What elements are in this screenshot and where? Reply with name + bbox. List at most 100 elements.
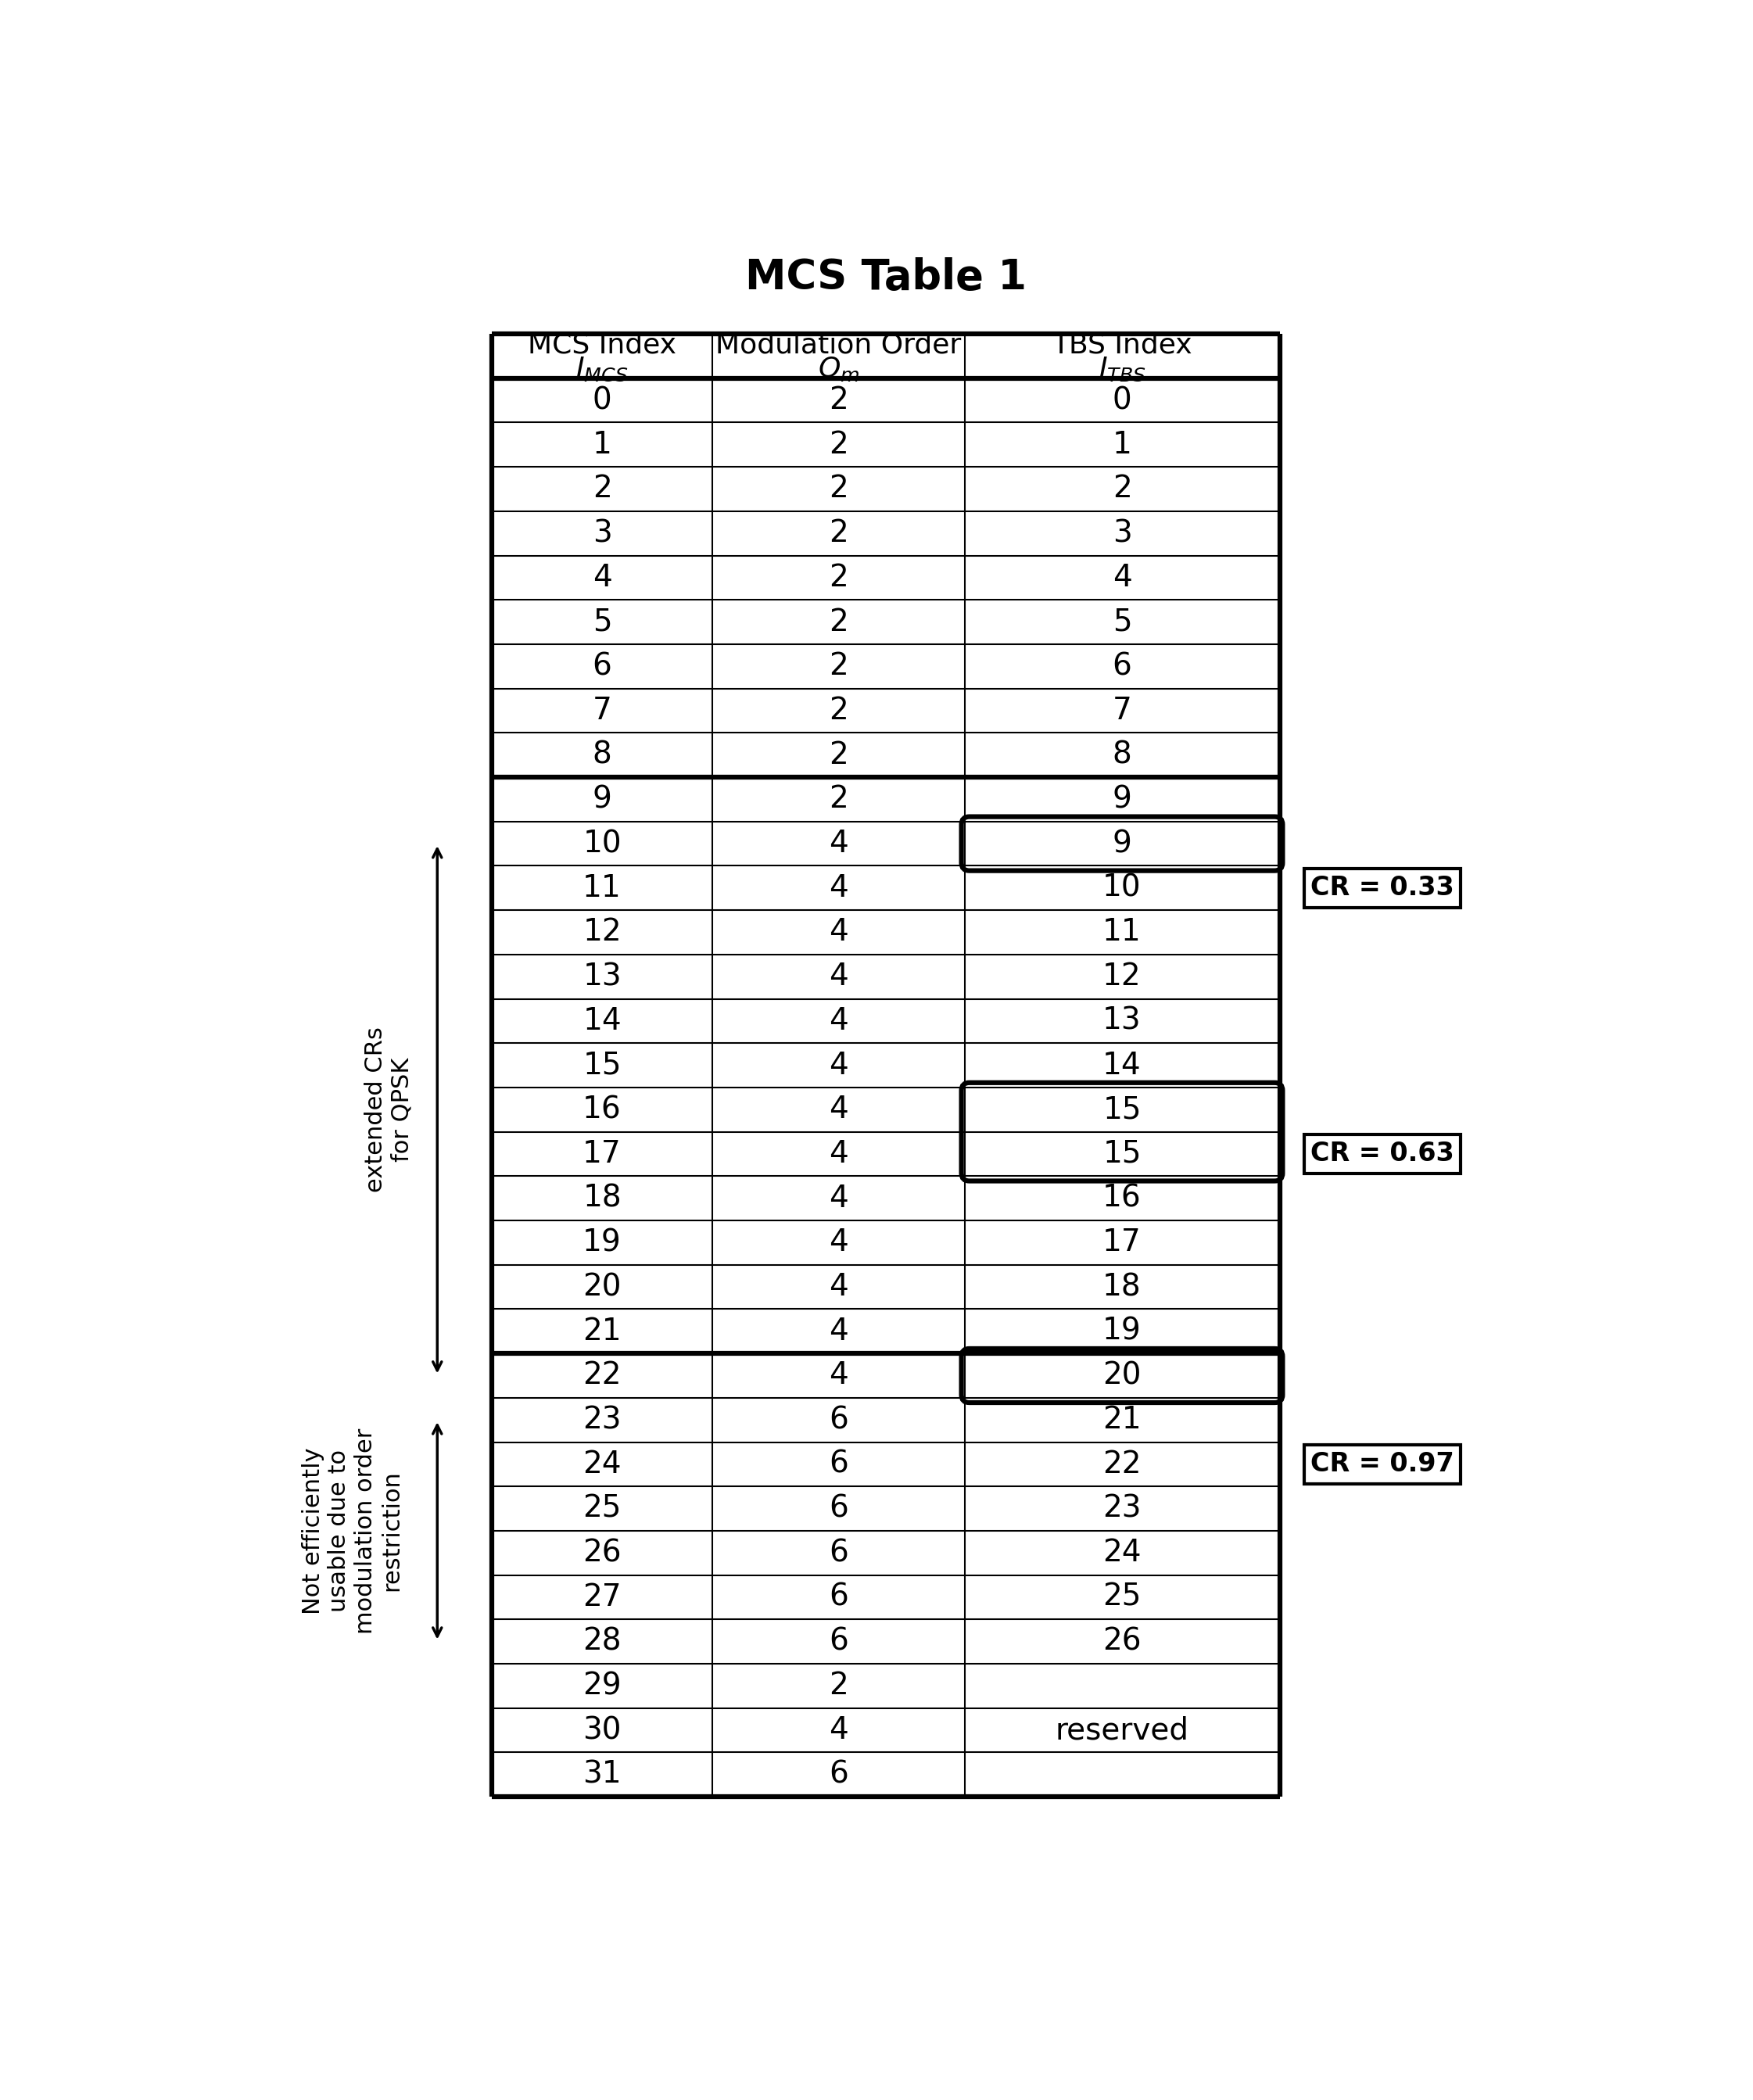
Text: CR = 0.33: CR = 0.33 [1311, 876, 1455, 901]
Text: 4: 4 [829, 1361, 848, 1390]
Text: reserved: reserved [1055, 1716, 1189, 1745]
Text: 17: 17 [582, 1138, 622, 1170]
Text: 2: 2 [829, 785, 848, 815]
Text: 3: 3 [1113, 519, 1132, 548]
Text: 12: 12 [1103, 962, 1141, 991]
Text: 24: 24 [582, 1449, 622, 1478]
Text: 15: 15 [1103, 1138, 1141, 1170]
Text: 27: 27 [582, 1583, 622, 1613]
Text: 20: 20 [582, 1273, 622, 1302]
Text: extended CRs
for QPSK: extended CRs for QPSK [365, 1027, 414, 1193]
Text: 2: 2 [1113, 475, 1132, 504]
Text: 31: 31 [582, 1760, 622, 1789]
Text: 2: 2 [829, 607, 848, 636]
Text: 22: 22 [1103, 1449, 1141, 1478]
Text: 6: 6 [829, 1405, 848, 1434]
Text: 6: 6 [1113, 651, 1132, 680]
Text: 19: 19 [1103, 1317, 1141, 1346]
Text: 9: 9 [1113, 785, 1132, 815]
Text: 5: 5 [1113, 607, 1132, 636]
Text: 6: 6 [829, 1493, 848, 1522]
Text: $Q_m$: $Q_m$ [817, 355, 859, 384]
Text: 4: 4 [829, 1228, 848, 1258]
Text: 19: 19 [582, 1228, 622, 1258]
Text: 14: 14 [1103, 1050, 1141, 1079]
Text: 4: 4 [829, 1006, 848, 1035]
Text: 5: 5 [593, 607, 612, 636]
Text: 4: 4 [829, 830, 848, 859]
Text: 11: 11 [582, 874, 622, 903]
Text: 16: 16 [582, 1094, 622, 1124]
Text: 7: 7 [593, 695, 612, 724]
Text: 2: 2 [829, 475, 848, 504]
Text: 7: 7 [1113, 695, 1132, 724]
Text: $I_{MCS}$: $I_{MCS}$ [575, 355, 628, 382]
Text: Modulation Order: Modulation Order [715, 332, 961, 359]
Text: 29: 29 [582, 1672, 622, 1701]
Text: 2: 2 [829, 651, 848, 680]
Text: 15: 15 [582, 1050, 622, 1079]
Text: 8: 8 [593, 739, 612, 771]
Text: 3: 3 [593, 519, 612, 548]
Text: CR = 0.97: CR = 0.97 [1311, 1451, 1455, 1476]
Text: 15: 15 [1103, 1094, 1141, 1124]
Text: 4: 4 [829, 874, 848, 903]
Text: 2: 2 [829, 519, 848, 548]
Text: 16: 16 [1103, 1184, 1141, 1214]
Text: 9: 9 [593, 785, 612, 815]
Text: 6: 6 [829, 1537, 848, 1569]
Text: 0: 0 [593, 386, 612, 416]
Text: 2: 2 [829, 1672, 848, 1701]
Text: 2: 2 [829, 563, 848, 592]
Text: MCS Index: MCS Index [528, 332, 677, 359]
Text: 25: 25 [1103, 1583, 1141, 1613]
Text: 11: 11 [1103, 918, 1141, 947]
Text: 10: 10 [1103, 874, 1141, 903]
Text: 4: 4 [829, 962, 848, 991]
Text: 4: 4 [829, 1184, 848, 1214]
Text: 2: 2 [829, 430, 848, 460]
Text: 4: 4 [829, 1094, 848, 1124]
Text: 24: 24 [1103, 1537, 1141, 1569]
Text: 2: 2 [593, 475, 612, 504]
Text: 17: 17 [1103, 1228, 1141, 1258]
Text: 4: 4 [829, 918, 848, 947]
Text: 6: 6 [829, 1449, 848, 1478]
Text: 9: 9 [1113, 830, 1132, 859]
Text: 14: 14 [582, 1006, 622, 1035]
Text: 2: 2 [829, 695, 848, 724]
Text: 6: 6 [593, 651, 612, 680]
Text: 4: 4 [593, 563, 612, 592]
Text: 6: 6 [829, 1583, 848, 1613]
Text: 4: 4 [829, 1273, 848, 1302]
Text: 20: 20 [1103, 1361, 1141, 1390]
Text: 25: 25 [582, 1493, 621, 1522]
Text: 26: 26 [582, 1537, 622, 1569]
Text: TBS Index: TBS Index [1052, 332, 1192, 359]
Text: Not efficiently
usable due to
modulation order
restriction: Not efficiently usable due to modulation… [302, 1428, 403, 1634]
Text: 6: 6 [829, 1628, 848, 1657]
Text: MCS Table 1: MCS Table 1 [745, 256, 1027, 298]
Text: 23: 23 [1103, 1493, 1141, 1522]
Text: 4: 4 [829, 1716, 848, 1745]
Text: 13: 13 [1103, 1006, 1141, 1035]
Text: CR = 0.63: CR = 0.63 [1311, 1140, 1455, 1168]
Text: 6: 6 [829, 1760, 848, 1789]
Text: 30: 30 [582, 1716, 622, 1745]
Text: 0: 0 [1113, 386, 1132, 416]
Text: 23: 23 [582, 1405, 622, 1434]
Text: 21: 21 [1103, 1405, 1141, 1434]
Text: 13: 13 [582, 962, 622, 991]
Text: 28: 28 [582, 1628, 622, 1657]
Text: 12: 12 [582, 918, 622, 947]
Text: 26: 26 [1103, 1628, 1141, 1657]
Text: 18: 18 [1103, 1273, 1141, 1302]
Text: 22: 22 [582, 1361, 622, 1390]
Text: 8: 8 [1113, 739, 1132, 771]
Text: 4: 4 [1113, 563, 1132, 592]
Text: 1: 1 [1113, 430, 1132, 460]
Text: 1: 1 [593, 430, 612, 460]
Text: 4: 4 [829, 1050, 848, 1079]
Text: 2: 2 [829, 386, 848, 416]
Text: 18: 18 [582, 1184, 622, 1214]
